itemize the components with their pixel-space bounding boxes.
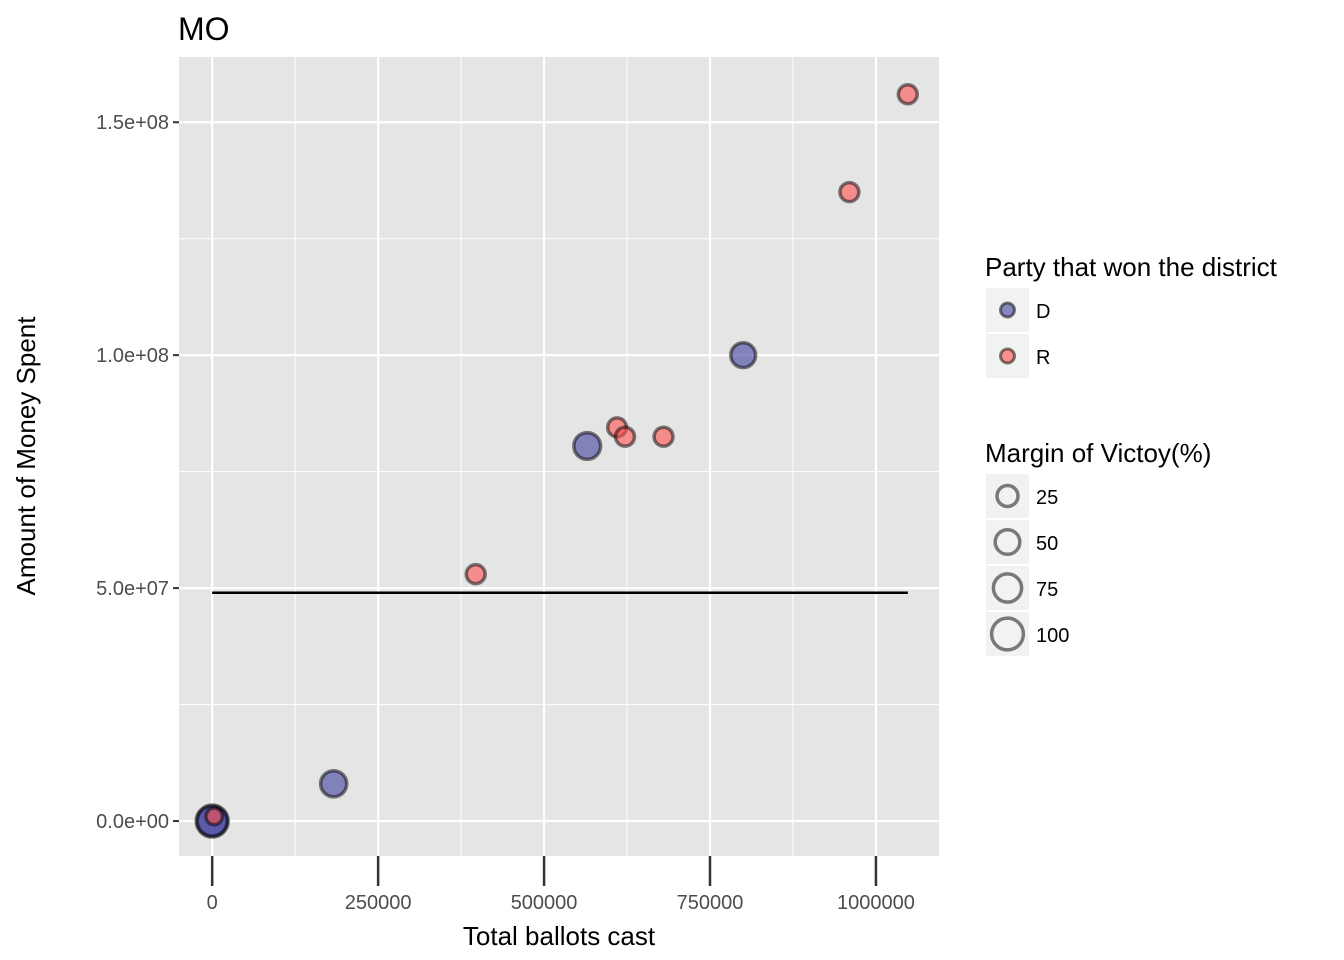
x-axis-title: Total ballots cast (463, 921, 656, 951)
data-point-d (572, 430, 603, 462)
legend-size-key (995, 483, 1020, 509)
x-tick-label: 750000 (677, 892, 744, 914)
legend-label-margin: 25 (1036, 487, 1058, 509)
legend-label-margin: 100 (1036, 625, 1069, 647)
x-tick-label: 500000 (511, 892, 578, 914)
y-axis-title: Amount of Money Spent (11, 316, 41, 596)
x-tick-label: 250000 (345, 892, 412, 914)
chart-title: MO (178, 11, 230, 47)
data-point-r (896, 83, 920, 106)
legend-size-key (989, 616, 1026, 652)
x-tick-label: 1000000 (837, 892, 915, 914)
data-point-d (728, 340, 758, 370)
legend-label-d: D (1036, 301, 1050, 323)
y-tick-label: 5.0e+07 (96, 578, 169, 600)
x-tick-label: 0 (207, 892, 218, 914)
legend-party-title: Party that won the district (985, 252, 1278, 282)
legend-margin-title: Margin of Victoy(%) (985, 438, 1211, 468)
legend-key-d (999, 301, 1016, 319)
y-axis: 0.0e+00 5.0e+07 1.0e+08 1.5e+08 (96, 112, 179, 833)
legend-key-bg (986, 474, 1029, 518)
legend-size-key (993, 527, 1022, 557)
legend-key-bg (986, 520, 1029, 564)
data-point-r (204, 806, 225, 827)
legend-label-margin: 75 (1036, 579, 1058, 601)
legend-key-r (999, 347, 1016, 365)
data-point-d (318, 768, 349, 799)
legend-label-margin: 50 (1036, 533, 1058, 555)
data-point-r (613, 425, 637, 448)
y-tick-label: 0.0e+00 (96, 811, 169, 833)
grid-lines (179, 57, 939, 856)
legend: Party that won the district Margin of Vi… (985, 252, 1278, 656)
plot-panel (179, 57, 939, 856)
legend-label-r: R (1036, 347, 1050, 369)
data-point-r (652, 425, 675, 448)
data-point-r (838, 180, 861, 204)
legend-size-key (991, 572, 1024, 604)
data-point-r (464, 562, 487, 586)
data-points (194, 83, 920, 839)
y-tick-label: 1.5e+08 (96, 112, 169, 134)
y-tick-label: 1.0e+08 (96, 345, 169, 367)
x-axis: 0 250000 500000 750000 1000000 (207, 856, 915, 914)
